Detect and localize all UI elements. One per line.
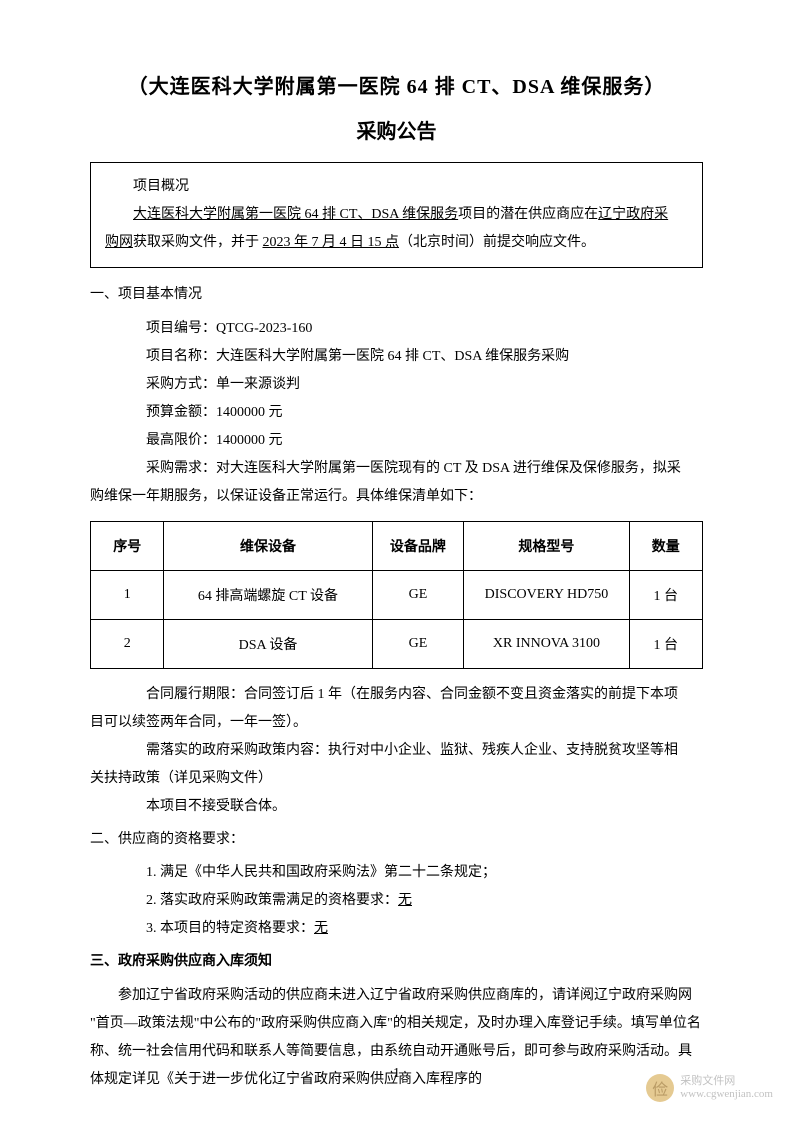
- policy-line1: 需落实的政府采购政策内容：执行对中小企业、监狱、残疾人企业、支持脱贫攻坚等相: [90, 737, 703, 765]
- requirement-line2: 购维保一年期服务，以保证设备正常运行。具体维保清单如下：: [90, 483, 703, 511]
- th-brand: 设备品牌: [372, 521, 464, 570]
- th-equipment: 维保设备: [164, 521, 372, 570]
- table-header-row: 序号 维保设备 设备品牌 规格型号 数量: [91, 521, 703, 570]
- overview-source-2: 购网: [105, 235, 133, 250]
- document-title-main: （大连医科大学附属第一医院 64 排 CT、DSA 维保服务）: [90, 70, 703, 99]
- document-title-sub: 采购公告: [90, 115, 703, 144]
- requirement-line1: 采购需求：对大连医科大学附属第一医院现有的 CT 及 DSA 进行维保及保修服务…: [90, 455, 703, 483]
- watermark-name: 采购文件网: [680, 1075, 773, 1088]
- watermark-icon: 俭: [646, 1074, 674, 1102]
- maxprice-value: 1400000 元: [216, 433, 283, 448]
- budget-value: 1400000 元: [216, 405, 283, 420]
- section2-item2-text: 2. 落实政府采购政策需满足的资格要求：: [146, 893, 398, 908]
- requirement-label: 采购需求：: [146, 461, 216, 476]
- overview-project-name: 大连医科大学附属第一医院 64 排 CT、DSA 维保服务: [133, 207, 458, 222]
- cell-seq: 1: [91, 570, 164, 619]
- overview-deadline: 2023 年 7 月 4 日 15 点: [263, 235, 400, 250]
- cell-quantity: 1 台: [629, 619, 702, 668]
- section2-item3-value: 无: [314, 921, 328, 936]
- overview-text-1b: 项目的潜在供应商应在: [458, 207, 598, 222]
- cell-equipment: DSA 设备: [164, 619, 372, 668]
- section2-item3-text: 3. 本项目的特定资格要求：: [146, 921, 314, 936]
- equipment-table: 序号 维保设备 设备品牌 规格型号 数量 1 64 排高端螺旋 CT 设备 GE…: [90, 521, 703, 669]
- project-no-label: 项目编号：: [146, 321, 216, 336]
- budget-label: 预算金额：: [146, 405, 216, 420]
- cell-brand: GE: [372, 570, 464, 619]
- requirement-text1: 对大连医科大学附属第一医院现有的 CT 及 DSA 进行维保及保修服务，拟采: [216, 461, 681, 476]
- watermark: 俭 采购文件网 www.cgwenjian.com: [646, 1074, 773, 1102]
- section2-item1: 1. 满足《中华人民共和国政府采购法》第二十二条规定；: [90, 859, 703, 887]
- cell-equipment: 64 排高端螺旋 CT 设备: [164, 570, 372, 619]
- section2-item2: 2. 落实政府采购政策需满足的资格要求：无: [90, 887, 703, 915]
- project-name-line: 项目名称：大连医科大学附属第一医院 64 排 CT、DSA 维保服务采购: [90, 343, 703, 371]
- section2-item2-value: 无: [398, 893, 412, 908]
- section3-heading: 三、政府采购供应商入库须知: [90, 949, 703, 976]
- watermark-text: 采购文件网 www.cgwenjian.com: [680, 1075, 773, 1101]
- table-row: 2 DSA 设备 GE XR INNOVA 3100 1 台: [91, 619, 703, 668]
- cell-model: DISCOVERY HD750: [464, 570, 629, 619]
- overview-box: 项目概况 大连医科大学附属第一医院 64 排 CT、DSA 维保服务项目的潜在供…: [90, 162, 703, 268]
- cell-quantity: 1 台: [629, 570, 702, 619]
- cell-seq: 2: [91, 619, 164, 668]
- maxprice-label: 最高限价：: [146, 433, 216, 448]
- method-value: 单一来源谈判: [216, 377, 300, 392]
- overview-text-2b: 获取采购文件，并于: [133, 235, 263, 250]
- project-name-value: 大连医科大学附属第一医院 64 排 CT、DSA 维保服务采购: [216, 349, 569, 364]
- method-line: 采购方式：单一来源谈判: [90, 371, 703, 399]
- section2-item3: 3. 本项目的特定资格要求：无: [90, 915, 703, 943]
- overview-line1: 大连医科大学附属第一医院 64 排 CT、DSA 维保服务项目的潜在供应商应在辽…: [105, 201, 688, 229]
- th-seq: 序号: [91, 521, 164, 570]
- cell-brand: GE: [372, 619, 464, 668]
- maxprice-line: 最高限价：1400000 元: [90, 427, 703, 455]
- consortium-line: 本项目不接受联合体。: [90, 793, 703, 821]
- section1-heading: 一、项目基本情况: [90, 282, 703, 309]
- overview-line2: 购网获取采购文件，并于 2023 年 7 月 4 日 15 点（北京时间）前提交…: [105, 229, 688, 257]
- watermark-url: www.cgwenjian.com: [680, 1088, 773, 1101]
- table-row: 1 64 排高端螺旋 CT 设备 GE DISCOVERY HD750 1 台: [91, 570, 703, 619]
- project-no-line: 项目编号：QTCG-2023-160: [90, 315, 703, 343]
- cell-model: XR INNOVA 3100: [464, 619, 629, 668]
- method-label: 采购方式：: [146, 377, 216, 392]
- contract-period-line1: 合同履行期限：合同签订后 1 年（在服务内容、合同金额不变且资金落实的前提下本项: [90, 681, 703, 709]
- policy-line2: 关扶持政策（详见采购文件）: [90, 765, 703, 793]
- th-quantity: 数量: [629, 521, 702, 570]
- section2-heading: 二、供应商的资格要求：: [90, 827, 703, 854]
- project-no-value: QTCG-2023-160: [216, 321, 312, 336]
- project-name-label: 项目名称：: [146, 349, 216, 364]
- overview-source-1: 辽宁政府采: [598, 207, 668, 222]
- contract-period-line2: 目可以续签两年合同，一年一签）。: [90, 709, 703, 737]
- budget-line: 预算金额：1400000 元: [90, 399, 703, 427]
- overview-label: 项目概况: [105, 173, 688, 201]
- th-model: 规格型号: [464, 521, 629, 570]
- overview-text-2d: （北京时间）前提交响应文件。: [399, 235, 595, 250]
